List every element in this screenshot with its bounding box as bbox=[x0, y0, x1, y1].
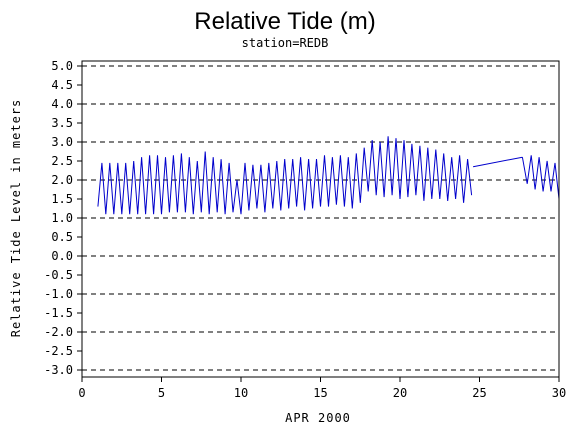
y-tick-label: -2.0 bbox=[44, 325, 73, 339]
tide-series-line bbox=[97, 136, 473, 215]
y-tick-label: 4.5 bbox=[51, 78, 73, 92]
x-axis-label: APR 2000 bbox=[285, 411, 351, 425]
y-tick-label: -1.0 bbox=[44, 287, 73, 301]
x-tick-label: 0 bbox=[78, 386, 85, 400]
x-tick-label: 15 bbox=[313, 386, 327, 400]
gridlines bbox=[82, 65, 559, 371]
tide-series-line bbox=[473, 156, 523, 168]
x-tick-label: 25 bbox=[472, 386, 486, 400]
y-tick-label: 0.5 bbox=[51, 230, 73, 244]
y-tick-label: 1.5 bbox=[51, 192, 73, 206]
y-tick-label: 1.0 bbox=[51, 211, 73, 225]
plot-frame bbox=[81, 60, 560, 378]
chart-title: Relative Tide (m) bbox=[194, 8, 375, 35]
x-tick-label: 5 bbox=[158, 386, 165, 400]
y-tick-label: -0.5 bbox=[44, 268, 73, 282]
x-tick-label: 30 bbox=[552, 386, 566, 400]
y-tick-label: 4.0 bbox=[51, 97, 73, 111]
y-tick-label: -3.0 bbox=[44, 363, 73, 377]
y-axis-label: Relative Tide Level in meters bbox=[9, 99, 23, 338]
y-tick-label: 3.0 bbox=[51, 135, 73, 149]
x-tick-label: 10 bbox=[234, 386, 248, 400]
x-axis: 0 5 10 15 20 25 30 bbox=[78, 377, 566, 400]
x-tick-label: 20 bbox=[393, 386, 407, 400]
y-tick-label: 0.0 bbox=[51, 249, 73, 263]
y-tick-label: 5.0 bbox=[51, 59, 73, 73]
y-tick-label: -2.5 bbox=[44, 344, 73, 358]
y-axis: -3.0 -2.5 -2.0 -1.5 -1.0 -0.5 0.0 0.5 1.0 1.5 2.0 2… bbox=[44, 59, 82, 377]
y-tick-label: -1.5 bbox=[44, 306, 73, 320]
y-tick-label: 2.0 bbox=[51, 173, 73, 187]
y-tick-label: 3.5 bbox=[51, 116, 73, 130]
y-tick-label: 2.5 bbox=[51, 154, 73, 168]
tide-series-line bbox=[521, 155, 560, 200]
chart-subtitle: station=REDB bbox=[242, 36, 329, 50]
tide-series bbox=[97, 136, 560, 215]
